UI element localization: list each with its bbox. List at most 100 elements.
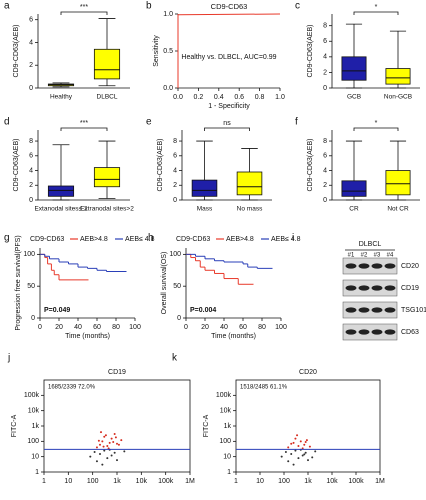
y-axis-label: Sensitivity: [153, 35, 160, 67]
y-tick-label: 0.0: [163, 85, 173, 92]
event-dot: [117, 443, 120, 446]
legend-label: AEB>4.8: [226, 236, 254, 243]
plot-frame: [43, 379, 191, 473]
panel-label: c: [295, 1, 300, 12]
blot-title: DLBCL: [359, 241, 382, 248]
y-tick-label: 100: [27, 438, 39, 445]
y-tick-label: 6: [29, 153, 33, 160]
y-axis-label: Progression free survival(PFS): [15, 235, 22, 330]
event-dot: [102, 445, 105, 448]
y-tick-label: 0.5: [163, 48, 173, 55]
y-tick-label: 2: [29, 62, 33, 69]
x-tick-label: 1k: [113, 478, 121, 485]
y-tick-label: 10k: [28, 408, 40, 415]
axis-line: [177, 14, 280, 89]
y-tick-label: 0: [323, 197, 327, 204]
x-tick-label: 10k: [136, 478, 148, 485]
blot-band: [345, 285, 357, 291]
blot-strip: [342, 301, 398, 319]
y-axis-label: CD9-CD63(AEB): [13, 139, 20, 192]
y-tick-label: 10: [223, 454, 231, 461]
box: [385, 170, 411, 196]
y-tick-label: 100k: [24, 392, 40, 399]
x-axis-label: Time (months): [211, 333, 256, 340]
event-dot: [304, 441, 307, 444]
y-tick-label: 100: [23, 251, 35, 258]
event-dot: [297, 457, 300, 460]
blot-band: [371, 285, 383, 291]
event-dot: [308, 445, 311, 448]
blot-band: [345, 329, 357, 335]
panel-label: i: [292, 233, 294, 244]
event-dot: [101, 463, 104, 466]
legend-label: AEB≤ 4.8: [271, 236, 301, 243]
x-tick-label: Extranodal sites>2: [80, 206, 134, 213]
panel-label: k: [172, 353, 178, 364]
event-dot: [112, 441, 115, 444]
chart-title: CD9-CD63: [211, 2, 248, 11]
gate-count: 1685/2339 72.0%: [48, 385, 96, 391]
x-tick-label: 20: [55, 324, 63, 331]
x-tick-label: 40: [74, 324, 82, 331]
x-tick-label: 80: [112, 324, 120, 331]
event-dot: [284, 451, 287, 454]
event-dot: [294, 437, 297, 440]
x-tick-label: 0.6: [234, 94, 244, 101]
blot-strip: [342, 279, 398, 297]
box: [385, 68, 411, 85]
protein-label: TSG101: [401, 307, 426, 314]
lane-label: #2: [361, 253, 368, 259]
event-dot: [106, 457, 109, 460]
chart-title: CD20: [299, 369, 317, 376]
significance-bracket: [353, 127, 399, 131]
y-axis-label: FITC-A: [203, 414, 210, 437]
event-dot: [93, 451, 96, 454]
significance-label: *: [375, 120, 378, 127]
y-tick-label: 2: [173, 182, 177, 189]
x-axis-label: 1 - Specificity: [208, 103, 250, 110]
event-dot: [106, 444, 109, 447]
event-dot: [98, 452, 101, 455]
y-tick-label: 10: [31, 454, 39, 461]
lane-label: #1: [348, 253, 355, 259]
event-dot: [95, 460, 98, 463]
box: [341, 56, 367, 81]
y-tick-label: 50: [27, 283, 35, 290]
blot-band: [371, 307, 383, 313]
event-dot: [299, 440, 302, 443]
event-dot: [292, 463, 295, 466]
y-tick-label: 4: [29, 39, 33, 46]
x-tick-label: CR: [349, 206, 359, 213]
y-tick-label: 8: [173, 138, 177, 145]
event-dot: [301, 447, 304, 450]
significance-bracket: [353, 11, 399, 15]
y-tick-label: 1: [35, 469, 39, 476]
panel-label: h: [148, 233, 154, 244]
blot-band: [371, 263, 383, 269]
significance-label: ***: [80, 4, 88, 11]
y-tick-label: 0: [31, 315, 35, 322]
x-tick-label: 10k: [326, 478, 338, 485]
event-dot: [113, 433, 116, 436]
x-tick-label: 80: [258, 324, 266, 331]
plot-frame: [235, 379, 381, 473]
x-tick-label: 100: [275, 324, 287, 331]
x-axis-label: Time (months): [65, 333, 110, 340]
y-tick-label: 100k: [216, 392, 232, 399]
box: [191, 179, 218, 197]
blot-band: [384, 329, 396, 335]
event-dot: [101, 440, 104, 443]
y-tick-label: 100: [219, 438, 231, 445]
legend-label: AEB≤ 4.8: [125, 236, 155, 243]
chart-title: CD9-CD63: [30, 236, 64, 243]
y-tick-label: 1: [227, 469, 231, 476]
event-dot: [114, 436, 117, 439]
event-dot: [89, 455, 92, 458]
x-tick-label: 60: [239, 324, 247, 331]
significance-label: ns: [223, 120, 231, 127]
box: [93, 167, 121, 188]
panel-label: b: [146, 1, 152, 12]
event-dot: [314, 450, 317, 453]
y-axis-label: CD9-CD63(AEB): [157, 139, 164, 192]
blot-band: [384, 263, 396, 269]
